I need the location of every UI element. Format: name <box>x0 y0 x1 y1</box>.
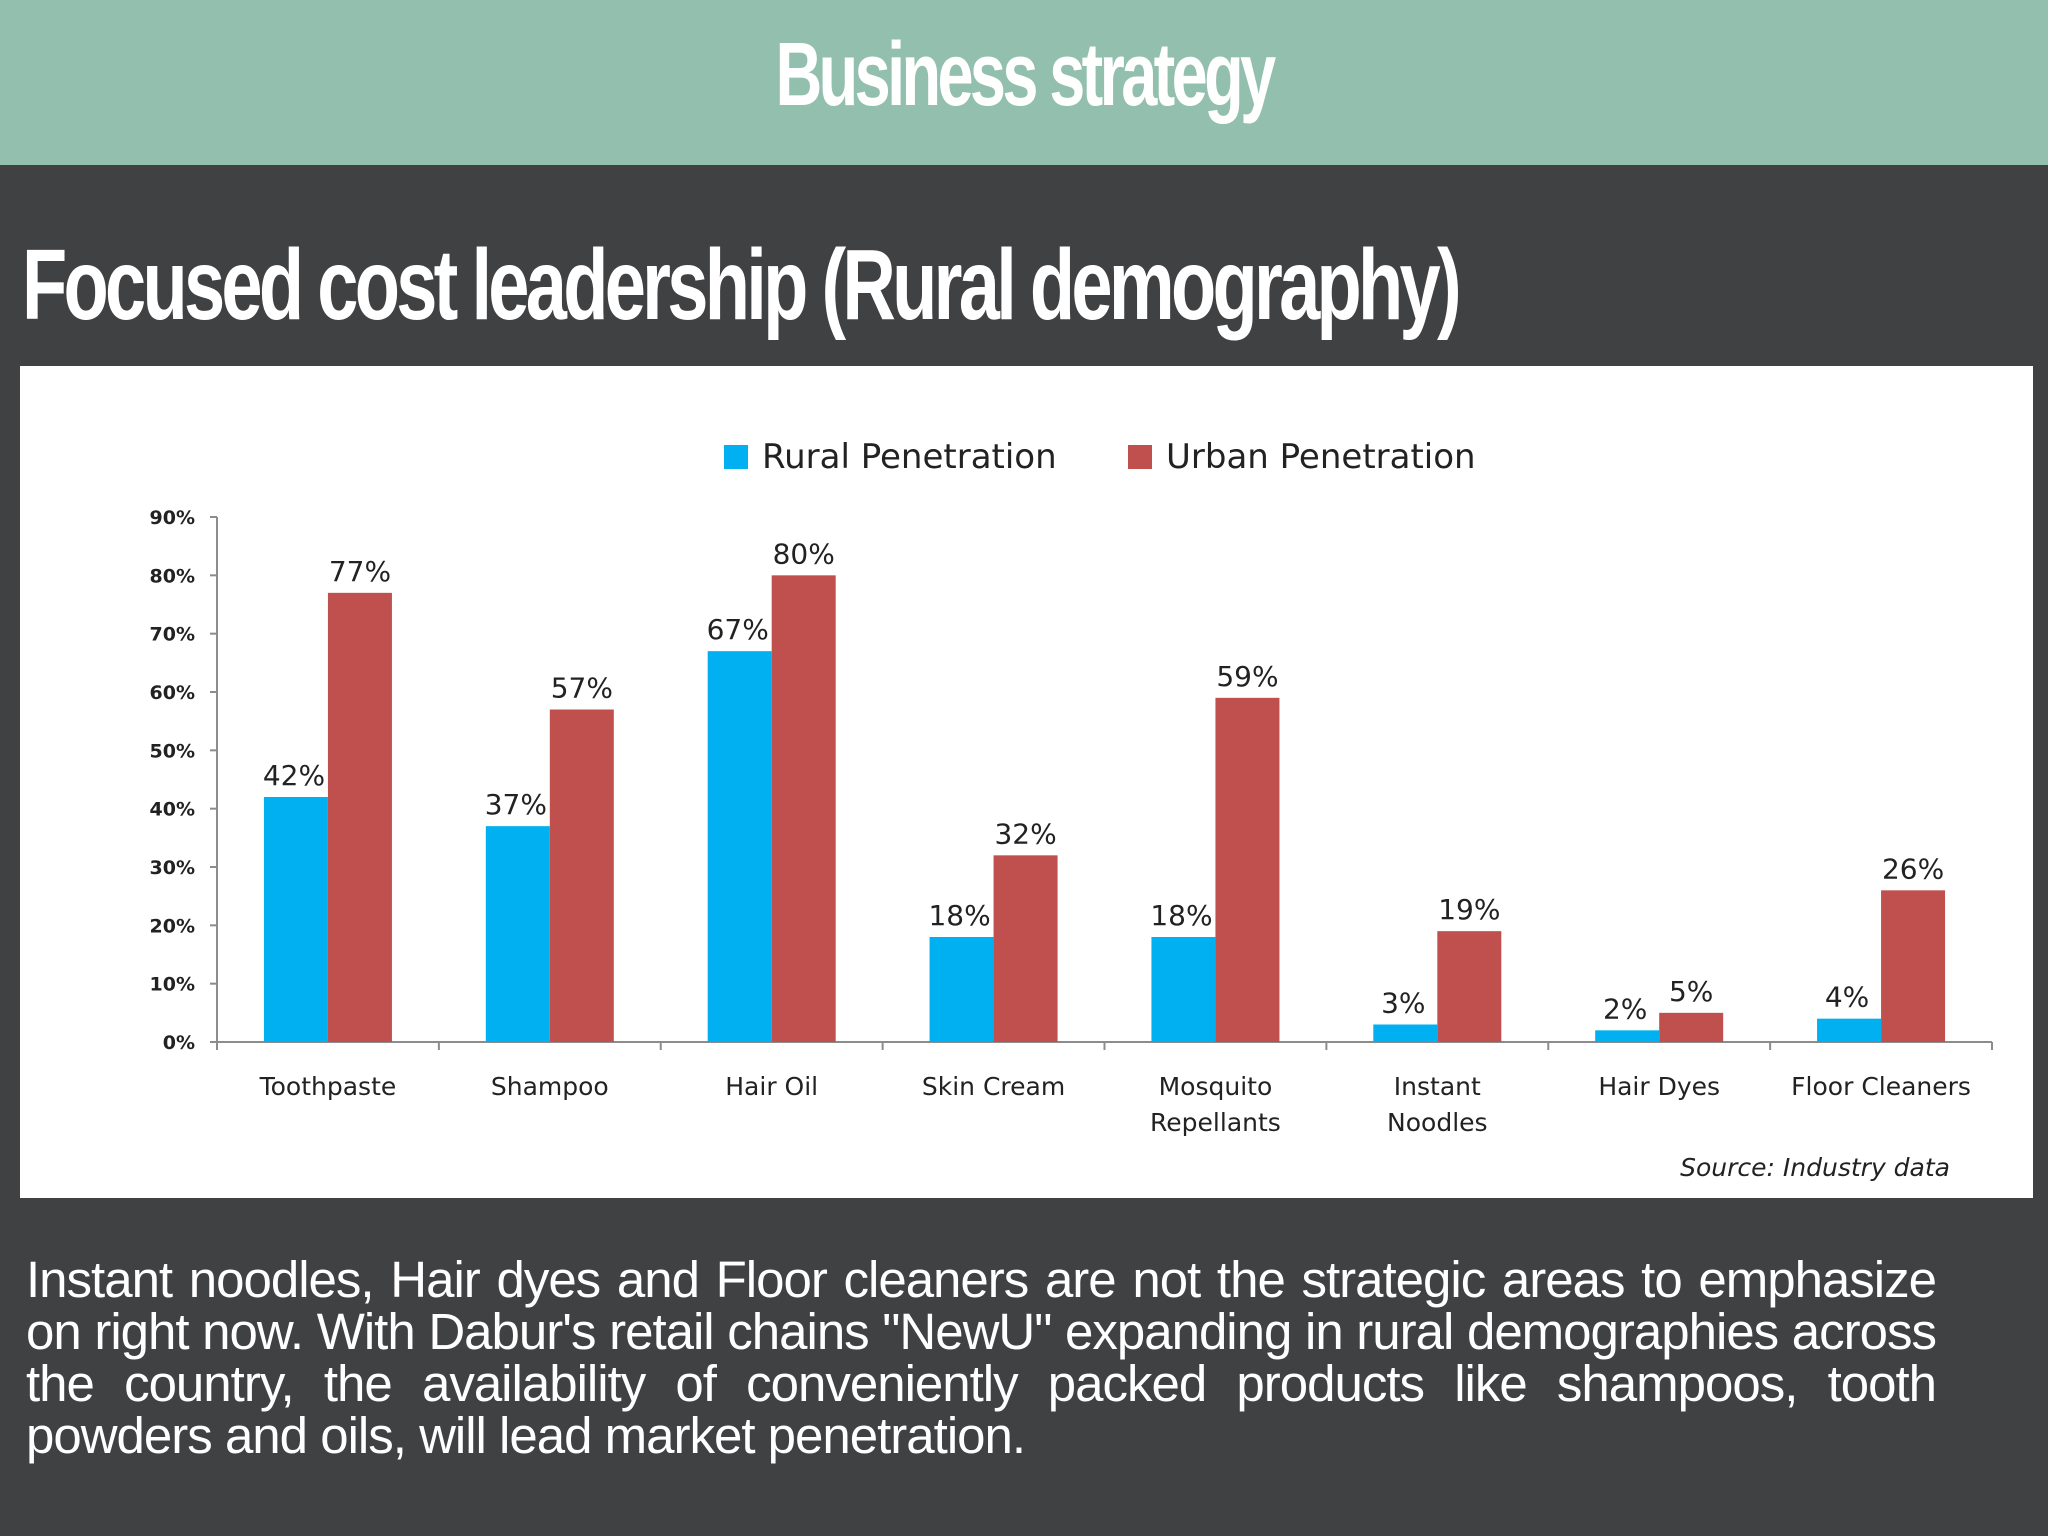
data-label-urban: 19% <box>1438 893 1500 926</box>
legend-label-urban: Urban Penetration <box>1166 437 1476 477</box>
source-note: Source: Industry data <box>1680 1153 1950 1182</box>
category-label: Mosquito <box>1159 1072 1273 1101</box>
y-tick-label: 80% <box>150 565 195 587</box>
bar-rural <box>1373 1024 1438 1042</box>
category-label: Repellants <box>1150 1108 1281 1137</box>
bar-urban <box>1659 1012 1724 1042</box>
bar-rural <box>929 937 994 1042</box>
bar-urban <box>1215 697 1280 1042</box>
y-tick-label: 50% <box>150 740 195 762</box>
bar-rural <box>1151 937 1216 1042</box>
bar-rural <box>707 651 772 1042</box>
header-bar: Business strategy <box>0 0 2048 165</box>
data-label-urban: 77% <box>329 555 391 588</box>
bar-urban <box>993 855 1058 1042</box>
chart-panel: 0% 10% 20% 30% 40% 50% 60% 70% 80% 90% 42% 77% Tooth… <box>20 366 2033 1198</box>
data-label-urban: 26% <box>1882 852 1944 885</box>
data-label-urban: 80% <box>773 537 835 570</box>
data-label-urban: 57% <box>551 672 613 705</box>
data-label-urban: 59% <box>1216 660 1278 693</box>
y-tick-label: 70% <box>150 624 195 646</box>
category-label: Shampoo <box>491 1072 609 1101</box>
bar-rural <box>263 797 328 1042</box>
bar-urban <box>771 575 836 1042</box>
data-label-rural: 18% <box>1150 899 1212 932</box>
data-label-urban: 32% <box>994 817 1056 850</box>
bar-rural <box>1595 1030 1660 1042</box>
caption-text: Instant noodles, Hair dyes and Floor cle… <box>26 1251 1937 1464</box>
data-label-rural: 2% <box>1603 992 1647 1025</box>
category-label: Toothpaste <box>259 1072 397 1101</box>
category-label: Floor Cleaners <box>1791 1072 1971 1101</box>
y-tick-label: 30% <box>150 857 195 879</box>
y-tick-label: 40% <box>150 799 195 821</box>
slide-title: Focused cost leadership (Rural demograph… <box>22 229 1462 341</box>
category-label: Skin Cream <box>922 1072 1065 1101</box>
y-tick-label: 0% <box>163 1032 195 1054</box>
legend-label-rural: Rural Penetration <box>762 437 1057 477</box>
bar-urban <box>549 709 614 1042</box>
legend-swatch-rural <box>724 445 748 469</box>
legend-swatch-urban <box>1128 445 1152 469</box>
data-label-rural: 42% <box>263 759 325 792</box>
data-label-rural: 4% <box>1825 981 1869 1014</box>
y-tick-label: 10% <box>150 974 195 996</box>
data-label-rural: 37% <box>485 788 547 821</box>
header-title: Business strategy <box>775 25 1276 125</box>
bar-rural <box>1817 1018 1882 1042</box>
data-label-rural: 67% <box>707 613 769 646</box>
bar-urban <box>1437 931 1502 1042</box>
y-tick-label: 20% <box>150 915 195 937</box>
bar-chart: 0% 10% 20% 30% 40% 50% 60% 70% 80% 90% 42% 77% Tooth… <box>150 437 1993 1182</box>
category-label: Instant <box>1394 1072 1481 1101</box>
y-tick-label: 90% <box>150 507 195 529</box>
bar-urban <box>1881 890 1946 1042</box>
bar-urban <box>327 592 392 1042</box>
data-label-rural: 3% <box>1381 987 1425 1020</box>
category-label: Hair Oil <box>725 1072 818 1101</box>
y-tick-label: 60% <box>150 682 195 704</box>
category-label: Noodles <box>1387 1108 1488 1137</box>
data-label-rural: 18% <box>928 899 990 932</box>
data-label-urban: 5% <box>1669 975 1713 1008</box>
bar-rural <box>485 826 550 1042</box>
category-label: Hair Dyes <box>1598 1072 1720 1101</box>
